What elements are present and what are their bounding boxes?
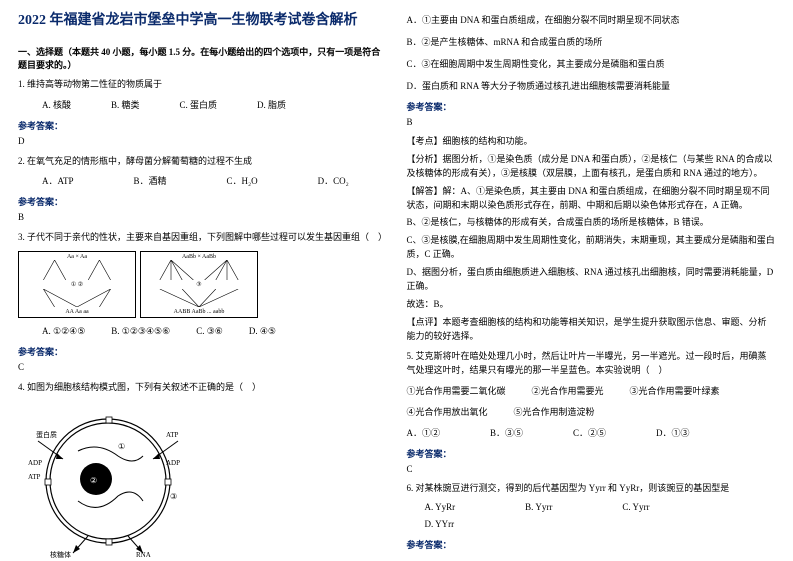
right-column: A．①主要由 DNA 和蛋白质组成，在细胞分裂不同时期呈现不同状态 B．②是产生…	[397, 0, 793, 561]
q5-opt-c: C．②⑤	[573, 426, 606, 439]
label-atp2: ATP	[28, 473, 41, 481]
q6-opt-b: B. Yyrr	[525, 502, 552, 512]
q3-opt-b: B. ①②③④⑤⑥	[111, 326, 170, 337]
q2-ans-label: 参考答案：	[18, 195, 387, 208]
q6-ans-label: 参考答案：	[407, 538, 776, 551]
q3-options: A. ①②④⑤ B. ①②③④⑤⑥ C. ③⑥ D. ④⑤	[42, 326, 387, 337]
q4-s3: C、③是核膜,在细胞周期中发生周期性变化，前期消失，末期重现，其主要成分是磷脂和…	[407, 234, 776, 262]
q1-ans: D	[18, 136, 387, 146]
q5-r1c: ③光合作用需要叶绿素	[630, 384, 720, 397]
section-1-header: 一、选择题（本题共 40 小题，每小题 1.5 分。在每小题给出的四个选项中，只…	[18, 46, 387, 71]
q5-sub1: ①光合作用需要二氧化碳 ②光合作用需要光 ③光合作用需要叶绿素	[407, 384, 776, 397]
label-atp: ATP	[166, 431, 179, 439]
q3-opt-d: D. ④⑤	[249, 326, 276, 337]
q5-r1a: ①光合作用需要二氧化碳	[407, 384, 506, 397]
cell-nucleus-icon: 蛋白质 ATP ADP ADP ATP 核糖体 RNA ① ② ③	[18, 401, 198, 561]
q3-opt-c: C. ③⑥	[196, 326, 223, 337]
q2-options: A．ATP B．酒精 C．H₂O D．CO₂	[42, 174, 387, 187]
q4-stem: 4. 如图为细胞核结构模式图，下列有关叙述不正确的是（ ）	[18, 380, 387, 394]
q4-opt-d: D．蛋白质和 RNA 等大分子物质通过核孔进出细胞核需要消耗能量	[407, 80, 776, 94]
label-rna: RNA	[136, 551, 151, 559]
q6-opt-c: C. Yyrr	[622, 502, 649, 512]
q5-opt-a: A．①②	[407, 426, 441, 439]
q4-opt-b: B．②是产生核糖体、mRNA 和合成蛋白质的场所	[407, 36, 776, 50]
label-rib: 核糖体	[50, 550, 71, 559]
q5-opt-d: D．①③	[656, 426, 690, 439]
q4-s2: B、②是核仁，与核糖体的形成有关，合成蛋白质的场所是核糖体，B 错误。	[407, 216, 776, 230]
q2-stem: 2. 在氧气充足的情形瓶中，酵母菌分解葡萄糖的过程不生成	[18, 154, 387, 168]
cross2-gam: ③	[143, 282, 255, 289]
cross-panel-1: Aa × Aa ① ② AA Aa aa	[18, 251, 136, 319]
q3-ans-label: 参考答案：	[18, 345, 387, 358]
q1-opt-a: A. 核酸	[42, 98, 71, 111]
cross2-lines2-icon	[143, 289, 255, 307]
q2-opt-d: D．CO₂	[318, 174, 349, 187]
q5-opt-b: B．③⑤	[490, 426, 523, 439]
q5-ans: C	[407, 464, 776, 474]
cross1-parents: Aa × Aa	[21, 254, 133, 261]
label-adp: ADP	[166, 459, 180, 467]
q1-options: A. 核酸 B. 糖类 C. 蛋白质 D. 脂质	[42, 98, 387, 111]
doc-title: 2022 年福建省龙岩市堡垒中学高一生物联考试卷含解析	[18, 12, 387, 30]
q3-ans: C	[18, 362, 387, 372]
q1-opt-c: C. 蛋白质	[180, 98, 218, 111]
q5-stem: 5. 艾克斯将叶在暗处处理几小时，然后让叶片一半曝光，另一半遮光。过一段时后，用…	[407, 350, 776, 378]
q1-stem: 1. 维持高等动物第二性征的物质属于	[18, 77, 387, 91]
q4-a1: 【分析】据图分析，①是染色质（成分是 DNA 和蛋白质），②是核仁（与某些 RN…	[407, 153, 776, 181]
cross-panel-2: AaBb × AaBb ③ AABB AaBb ... aabb	[140, 251, 258, 319]
q1-opt-d: D. 脂质	[257, 98, 286, 111]
q4-s1: 【解答】解：A、①是染色质，其主要由 DNA 和蛋白质组成，在细胞分裂不同时期呈…	[407, 185, 776, 213]
q5-r2b: ⑤光合作用制造淀粉	[514, 405, 595, 418]
q5-options: A．①② B．③⑤ C．②⑤ D．①③	[407, 426, 776, 439]
cross1-off: AA Aa aa	[21, 309, 133, 316]
q4-opt-a: A．①主要由 DNA 和蛋白质组成，在细胞分裂不同时期呈现不同状态	[407, 14, 776, 28]
q4-kd: 【考点】细胞核的结构和功能。	[407, 135, 776, 149]
left-column: 2022 年福建省龙岩市堡垒中学高一生物联考试卷含解析 一、选择题（本题共 40…	[0, 0, 397, 561]
q4-pt: 【点评】本题考查细胞核的结构和功能等相关知识，是学生提升获取图示信息、审题、分析…	[407, 316, 776, 344]
q3-opt-a: A. ①②④⑤	[42, 326, 85, 337]
q4-s4: D、据图分析，蛋白质由细胞质进入细胞核、RNA 通过核孔出细胞核，同时需要消耗能…	[407, 266, 776, 294]
svg-text:③: ③	[170, 492, 177, 501]
q6-opt-d: D. YYrr	[425, 518, 776, 532]
q4-so: 故选：B。	[407, 298, 776, 312]
q5-r2a: ④光合作用放出氧化	[407, 405, 488, 418]
q4-ans: B	[407, 117, 776, 127]
cross1-gam: ① ②	[21, 282, 133, 289]
q2-ans: B	[18, 212, 387, 222]
label-adp2: ADP	[28, 459, 42, 467]
cross2-off: AABB AaBb ... aabb	[143, 309, 255, 316]
cross1-lines-icon	[21, 260, 133, 280]
q6-stem: 6. 对某株豌豆进行测交，得到的后代基因型为 Yyrr 和 YyRr，则该豌豆的…	[407, 482, 776, 496]
cross2-lines-icon	[143, 260, 255, 280]
svg-text:①: ①	[118, 442, 125, 451]
q3-stem: 3. 子代不同于亲代的性状，主要来自基因重组，下列图解中哪些过程可以发生基因重组…	[18, 230, 387, 244]
q5-r1b: ②光合作用需要光	[532, 384, 604, 397]
q1-ans-label: 参考答案：	[18, 119, 387, 132]
q5-sub2: ④光合作用放出氧化 ⑤光合作用制造淀粉	[407, 405, 776, 418]
q2-opt-a: A．ATP	[42, 174, 74, 187]
q5-ans-label: 参考答案：	[407, 447, 776, 460]
q4-cell-diagram: 蛋白质 ATP ADP ADP ATP 核糖体 RNA ① ② ③	[18, 401, 198, 549]
svg-text:②: ②	[90, 476, 97, 485]
cross1-lines2-icon	[21, 289, 133, 307]
q6-opt-a: A. YyRr	[425, 502, 456, 512]
q6-options-row1: A. YyRr B. Yyrr C. Yyrr	[425, 502, 776, 512]
q4-ans-label: 参考答案：	[407, 100, 776, 113]
q2-opt-c: C．H₂O	[227, 174, 258, 187]
cross2-parents: AaBb × AaBb	[143, 254, 255, 261]
q4-opt-c: C．③在细胞周期中发生周期性变化，其主要成分是磷脂和蛋白质	[407, 58, 776, 72]
q1-opt-b: B. 糖类	[111, 98, 140, 111]
q3-cross-diagram: Aa × Aa ① ② AA Aa aa AaBb × AaBb	[18, 251, 258, 319]
q2-opt-b: B．酒精	[134, 174, 167, 187]
label-prot: 蛋白质	[36, 430, 57, 439]
